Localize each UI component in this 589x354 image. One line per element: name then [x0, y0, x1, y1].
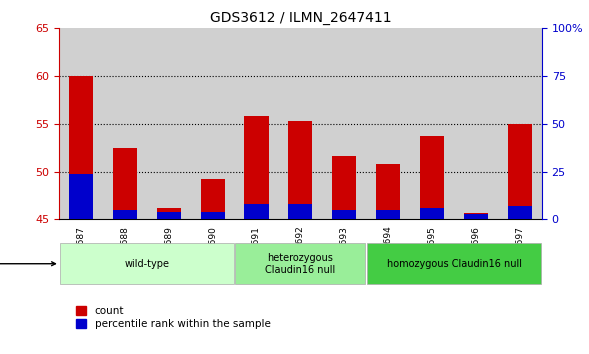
- Bar: [289, 204, 313, 219]
- Bar: [279, 28, 322, 219]
- Bar: [69, 76, 93, 219]
- Bar: [112, 210, 137, 219]
- Bar: [332, 210, 356, 219]
- FancyBboxPatch shape: [236, 243, 365, 285]
- Bar: [234, 28, 279, 219]
- Title: GDS3612 / ILMN_2647411: GDS3612 / ILMN_2647411: [210, 11, 391, 24]
- Bar: [279, 28, 322, 219]
- Bar: [112, 148, 137, 219]
- Bar: [234, 28, 279, 219]
- Legend: count, percentile rank within the sample: count, percentile rank within the sample: [76, 306, 270, 329]
- Bar: [376, 164, 401, 219]
- Bar: [289, 121, 313, 219]
- Bar: [410, 28, 454, 219]
- Bar: [322, 28, 366, 219]
- Bar: [322, 28, 366, 219]
- Bar: [147, 28, 191, 219]
- Bar: [420, 208, 444, 219]
- Bar: [508, 124, 532, 219]
- Bar: [464, 213, 488, 219]
- Bar: [454, 28, 498, 219]
- Bar: [200, 212, 224, 219]
- Bar: [498, 28, 542, 219]
- Bar: [244, 116, 269, 219]
- Bar: [200, 179, 224, 219]
- Text: homozygous Claudin16 null: homozygous Claudin16 null: [386, 259, 522, 269]
- Bar: [454, 28, 498, 219]
- Bar: [103, 28, 147, 219]
- Bar: [191, 28, 234, 219]
- Text: genotype/variation: genotype/variation: [0, 259, 55, 269]
- Bar: [464, 214, 488, 219]
- Bar: [366, 28, 410, 219]
- Bar: [157, 208, 181, 219]
- Bar: [69, 173, 93, 219]
- Bar: [59, 28, 103, 219]
- Bar: [157, 212, 181, 219]
- Bar: [366, 28, 410, 219]
- Bar: [420, 136, 444, 219]
- Bar: [147, 28, 191, 219]
- Bar: [332, 156, 356, 219]
- Bar: [244, 204, 269, 219]
- Bar: [103, 28, 147, 219]
- Bar: [191, 28, 234, 219]
- Bar: [376, 210, 401, 219]
- Bar: [59, 28, 103, 219]
- FancyBboxPatch shape: [59, 243, 234, 285]
- Bar: [508, 206, 532, 219]
- Text: wild-type: wild-type: [124, 259, 169, 269]
- FancyBboxPatch shape: [367, 243, 541, 285]
- Bar: [498, 28, 542, 219]
- Bar: [410, 28, 454, 219]
- Text: heterozygous
Claudin16 null: heterozygous Claudin16 null: [265, 253, 336, 275]
